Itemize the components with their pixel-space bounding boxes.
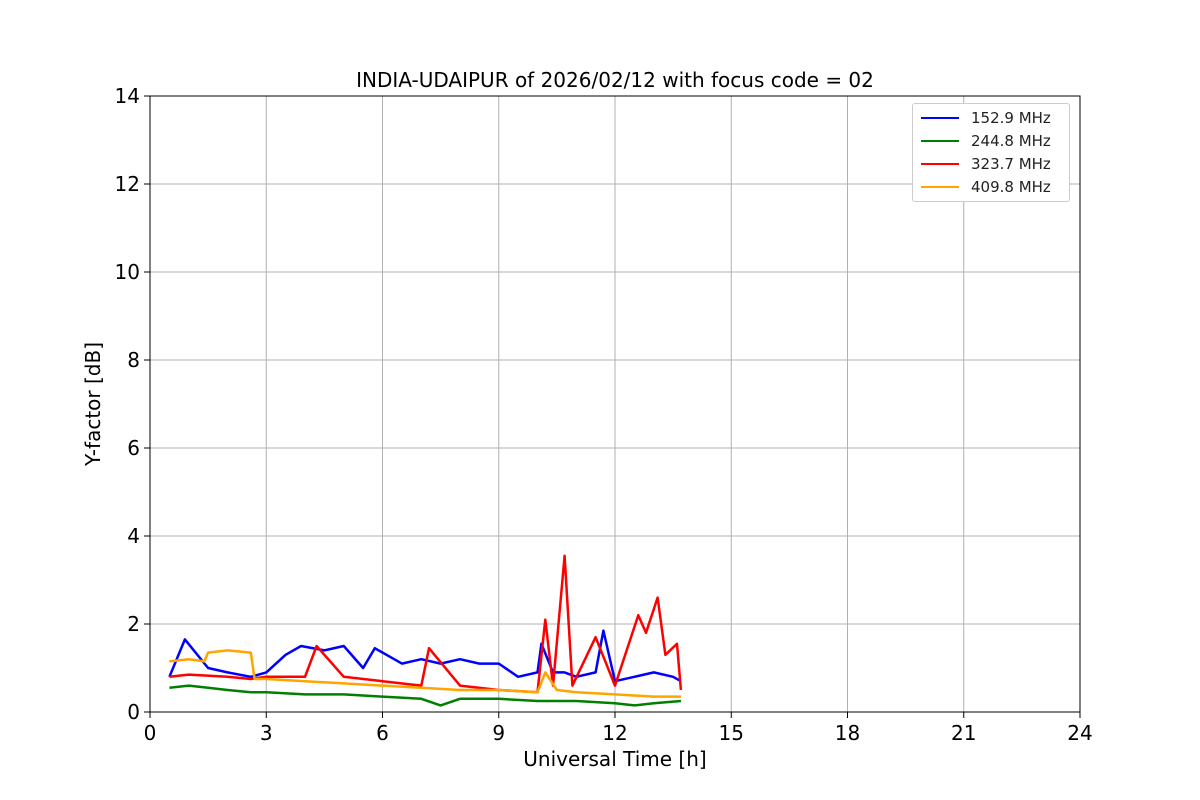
x-tick-label: 18 bbox=[835, 721, 860, 745]
legend-label: 323.7 MHz bbox=[971, 155, 1051, 173]
x-tick-label: 21 bbox=[951, 721, 976, 745]
y-tick-label: 2 bbox=[127, 612, 140, 636]
x-tick-label: 15 bbox=[719, 721, 744, 745]
y-tick-label: 4 bbox=[127, 524, 140, 548]
x-tick-label: 24 bbox=[1067, 721, 1092, 745]
legend-line bbox=[921, 186, 959, 188]
legend-entry: 244.8 MHz bbox=[919, 131, 1069, 151]
legend-label: 244.8 MHz bbox=[971, 132, 1051, 150]
x-axis-label: Universal Time [h] bbox=[523, 747, 706, 771]
legend-line bbox=[921, 140, 959, 142]
legend-entry: 323.7 MHz bbox=[919, 154, 1069, 174]
y-tick-label: 12 bbox=[115, 172, 140, 196]
x-tick-label: 0 bbox=[144, 721, 157, 745]
legend: 152.9 MHz 244.8 MHz 323.7 MHz 409.8 MHz bbox=[912, 103, 1070, 202]
chart-title: INDIA-UDAIPUR of 2026/02/12 with focus c… bbox=[356, 68, 874, 92]
x-tick-label: 12 bbox=[602, 721, 627, 745]
y-tick-label: 10 bbox=[115, 260, 140, 284]
series-line-152-9-mhz bbox=[168, 629, 682, 683]
series-line-244-8-mhz bbox=[169, 684, 682, 707]
x-tick-label: 6 bbox=[376, 721, 389, 745]
legend-label: 409.8 MHz bbox=[971, 178, 1051, 196]
legend-entry: 152.9 MHz bbox=[919, 108, 1069, 128]
y-axis-label: Y-factor [dB] bbox=[81, 342, 105, 467]
x-axis-ticks: 0 3 6 9 12 15 18 21 24 bbox=[144, 712, 1093, 745]
legend-line bbox=[921, 163, 959, 165]
y-tick-label: 8 bbox=[127, 348, 140, 372]
series-line-409-8-mhz bbox=[169, 649, 681, 698]
x-tick-label: 9 bbox=[492, 721, 505, 745]
legend-entry: 409.8 MHz bbox=[919, 177, 1069, 197]
y-tick-label: 0 bbox=[127, 700, 140, 724]
y-tick-label: 6 bbox=[127, 436, 140, 460]
x-tick-label: 3 bbox=[260, 721, 273, 745]
legend-label: 152.9 MHz bbox=[971, 109, 1051, 127]
y-axis-ticks: 0 2 4 6 8 10 12 14 bbox=[115, 84, 150, 724]
y-tick-label: 14 bbox=[115, 84, 140, 108]
series-group bbox=[168, 554, 683, 707]
legend-line bbox=[921, 117, 959, 119]
